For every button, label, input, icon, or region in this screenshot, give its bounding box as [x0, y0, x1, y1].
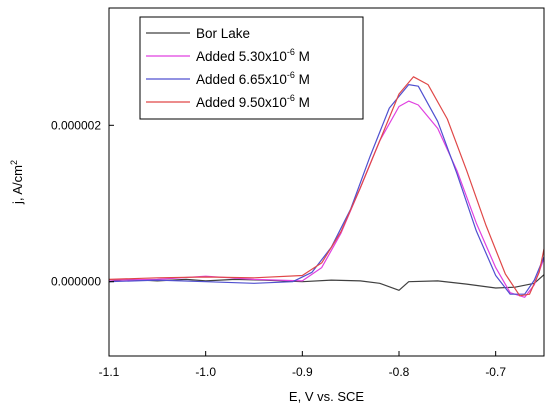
legend-label-base: Added 5.30x10	[196, 49, 287, 64]
series-line-1	[109, 274, 544, 291]
x-tick-label-5: -0.7	[485, 365, 506, 379]
plot-frame	[108, 7, 545, 357]
legend-label-base: Added 9.50x10	[196, 95, 287, 110]
x-tick-label-1: -1.1	[99, 365, 120, 379]
legend-box	[139, 16, 364, 120]
y-tick-label-1: 0.000000	[51, 275, 101, 289]
y-axis-label-base: j, A/cm	[10, 165, 25, 205]
legend-label-base: Added 6.65x10	[196, 72, 287, 87]
ticks-layer: -1.1 -1.0 -0.9 -0.8 -0.7 0.000000 0.000002	[51, 118, 506, 379]
legend-label-base: Bor Lake	[196, 26, 250, 41]
legend-label-2: Added 5.30x10-6 M	[196, 47, 310, 64]
series-line-2	[109, 100, 544, 298]
legend-label-tail: M	[295, 95, 310, 110]
legend-label-sup: -6	[287, 47, 295, 57]
x-tick-label-4: -0.8	[389, 365, 410, 379]
legend-label-3: Added 6.65x10-6 M	[196, 70, 310, 87]
series-layer	[109, 76, 544, 298]
x-axis-label: E, V vs. SCE	[289, 389, 364, 404]
x-tick-label-2: -1.0	[195, 365, 216, 379]
y-axis-label: j, A/cm2	[9, 160, 25, 205]
legend-label-sup: -6	[287, 93, 295, 103]
legend-label-tail: M	[295, 49, 310, 64]
legend-label-tail: M	[295, 72, 310, 87]
legend-label-1: Bor Lake	[196, 26, 250, 41]
legend-label-4: Added 9.50x10-6 M	[196, 93, 310, 110]
y-axis-label-sup: 2	[9, 160, 19, 165]
x-tick-label-3: -0.9	[292, 365, 313, 379]
legend-label-sup: -6	[287, 70, 295, 80]
y-tick-label-2: 0.000002	[51, 118, 101, 132]
series-line-3	[109, 84, 544, 295]
series-line-4	[109, 76, 544, 297]
